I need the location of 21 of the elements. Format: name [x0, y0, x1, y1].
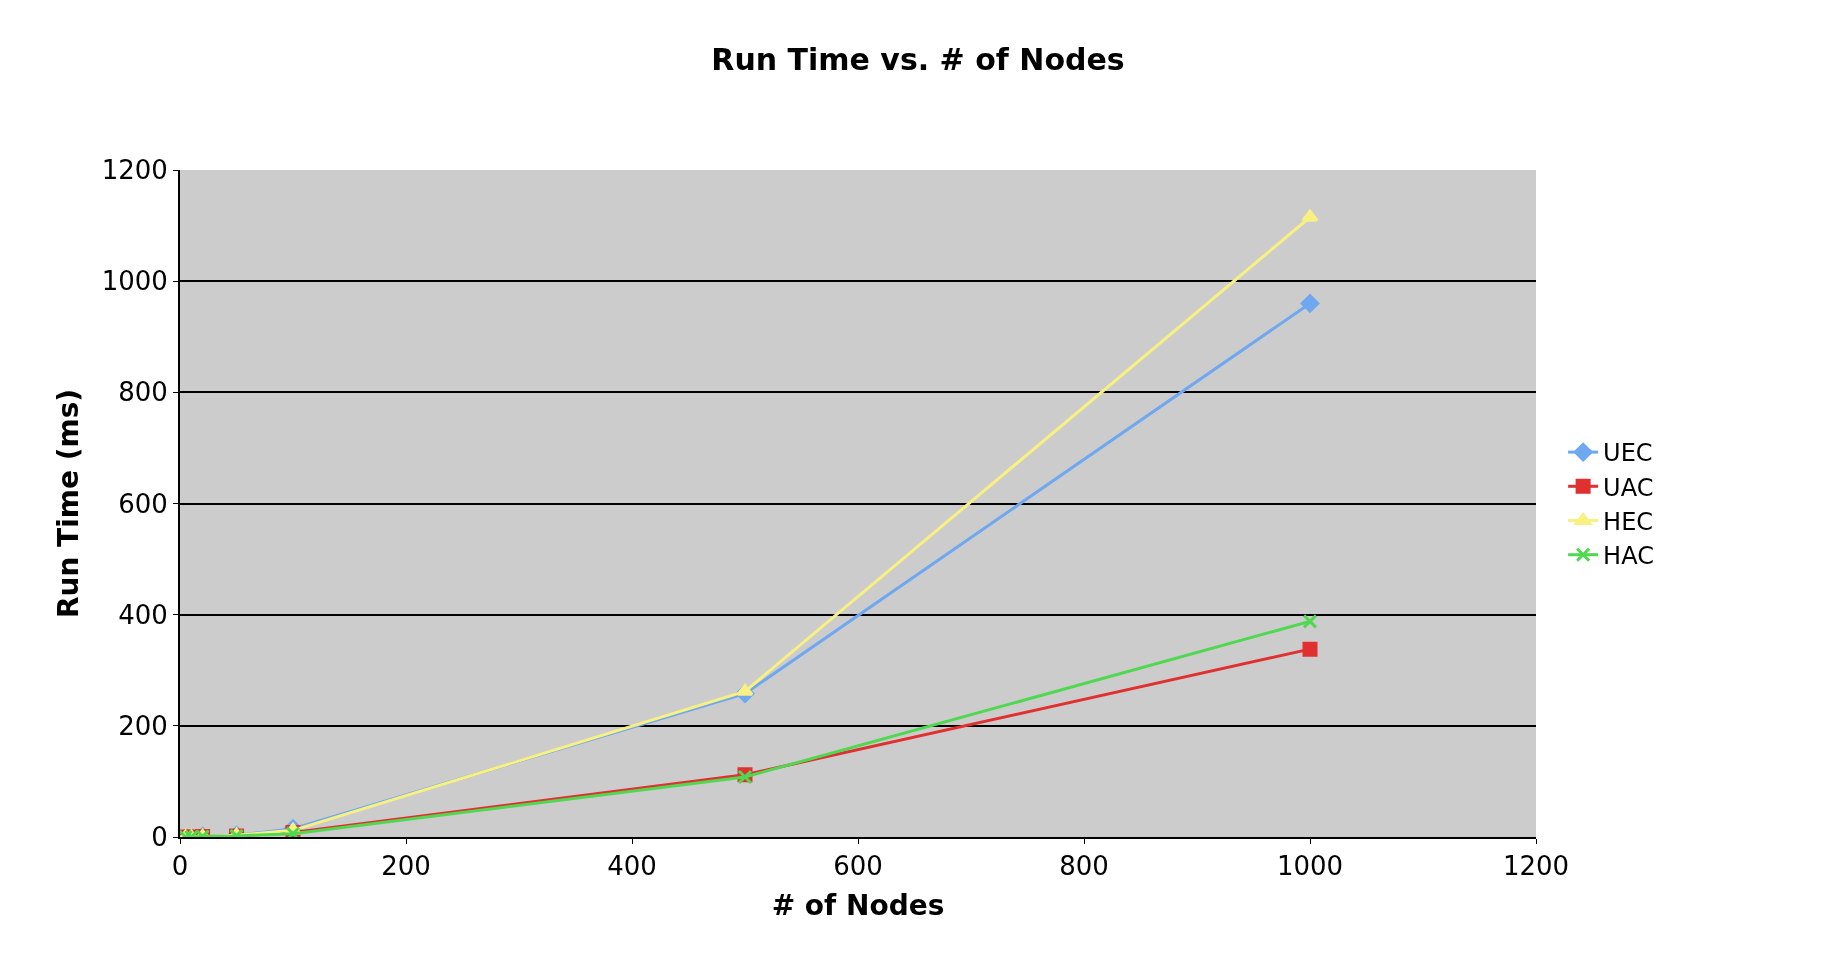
y-tick-label: 800: [118, 377, 168, 408]
x-tick-label: 1200: [1502, 851, 1570, 882]
x-axis-title: # of Nodes: [771, 888, 945, 922]
x-tick-label: 400: [607, 851, 657, 882]
y-tick-label: 0: [151, 822, 168, 853]
y-tick-label: 1000: [101, 266, 168, 297]
y-tick-label: 200: [118, 710, 168, 741]
x-tick-label: 800: [1059, 851, 1109, 882]
x-tick-label: 200: [381, 851, 431, 882]
chart-title: Run Time vs. # of Nodes: [711, 41, 1125, 77]
legend-label: HAC: [1603, 542, 1654, 571]
x-tick-label: 0: [171, 851, 189, 882]
y-axis-title: Run Time (ms): [51, 388, 85, 619]
y-tick-label: 1200: [101, 155, 168, 186]
legend-label: HEC: [1603, 507, 1654, 536]
x-tick-label: 1000: [1276, 851, 1344, 882]
y-tick-label: 400: [118, 599, 168, 630]
legend-label: UAC: [1603, 473, 1654, 502]
x-tick-label: 600: [833, 851, 883, 882]
y-tick-label: 600: [118, 488, 168, 519]
legend-label: UEC: [1603, 439, 1653, 468]
